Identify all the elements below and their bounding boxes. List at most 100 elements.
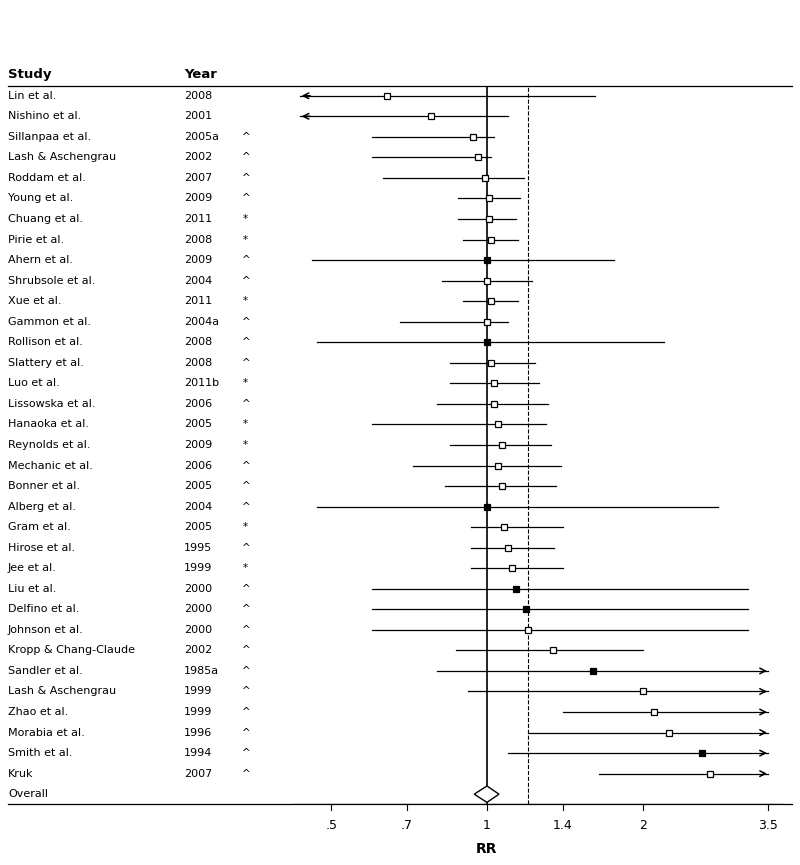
- Text: Kruk: Kruk: [8, 769, 34, 778]
- Text: Alberg et al.: Alberg et al.: [8, 502, 76, 511]
- Text: *: *: [242, 440, 247, 450]
- Text: 2005: 2005: [184, 522, 212, 532]
- Text: *: *: [242, 522, 247, 532]
- Polygon shape: [474, 786, 499, 803]
- Text: ^: ^: [242, 707, 251, 717]
- Text: ^: ^: [242, 152, 251, 163]
- Text: *: *: [242, 420, 247, 429]
- Text: Ahern et al.: Ahern et al.: [8, 255, 73, 265]
- Text: .7: .7: [401, 819, 413, 832]
- Text: Delfino et al.: Delfino et al.: [8, 605, 79, 614]
- Text: 2006: 2006: [184, 399, 212, 409]
- Text: Kropp & Chang-Claude: Kropp & Chang-Claude: [8, 645, 135, 656]
- Text: 2002: 2002: [184, 645, 212, 656]
- Text: 1999: 1999: [184, 687, 212, 696]
- Text: Reynolds et al.: Reynolds et al.: [8, 440, 90, 450]
- Text: ^: ^: [242, 666, 251, 676]
- Text: 2011: 2011: [184, 296, 212, 306]
- Text: ^: ^: [242, 769, 251, 778]
- Text: Smith et al.: Smith et al.: [8, 748, 73, 758]
- Text: 2011b: 2011b: [184, 378, 219, 388]
- Text: Luo et al.: Luo et al.: [8, 378, 60, 388]
- Text: ^: ^: [242, 625, 251, 635]
- Text: Lash & Aschengrau: Lash & Aschengrau: [8, 152, 116, 163]
- Text: ^: ^: [242, 481, 251, 491]
- Text: Nishino et al.: Nishino et al.: [8, 112, 82, 121]
- Text: ^: ^: [242, 337, 251, 347]
- Text: *: *: [242, 378, 247, 388]
- Text: Overall: Overall: [8, 789, 48, 799]
- Text: Mechanic et al.: Mechanic et al.: [8, 460, 93, 471]
- Text: Year: Year: [184, 67, 217, 80]
- Text: ^: ^: [242, 358, 251, 368]
- Text: ^: ^: [242, 687, 251, 696]
- Text: 1994: 1994: [184, 748, 212, 758]
- Text: 1996: 1996: [184, 727, 212, 738]
- Text: 2000: 2000: [184, 584, 212, 593]
- Text: 2000: 2000: [184, 625, 212, 635]
- Text: 1: 1: [483, 819, 491, 832]
- Text: 1.4: 1.4: [553, 819, 573, 832]
- Text: Slattery et al.: Slattery et al.: [8, 358, 84, 368]
- Text: 3.5: 3.5: [758, 819, 778, 832]
- Text: Lash & Aschengrau: Lash & Aschengrau: [8, 687, 116, 696]
- Text: 2008: 2008: [184, 337, 212, 347]
- Text: Lin et al.: Lin et al.: [8, 91, 56, 101]
- Text: Liu et al.: Liu et al.: [8, 584, 56, 593]
- Text: 2009: 2009: [184, 255, 212, 265]
- Text: 2001: 2001: [184, 112, 212, 121]
- Text: 1985a: 1985a: [184, 666, 219, 676]
- Text: Pirie et al.: Pirie et al.: [8, 234, 64, 245]
- Text: ^: ^: [242, 131, 251, 142]
- Text: ^: ^: [242, 276, 251, 285]
- Text: *: *: [242, 296, 247, 306]
- Text: ^: ^: [242, 727, 251, 738]
- Text: Jee et al.: Jee et al.: [8, 563, 57, 573]
- Text: ^: ^: [242, 255, 251, 265]
- Text: 2005: 2005: [184, 420, 212, 429]
- Text: ^: ^: [242, 748, 251, 758]
- Text: 2005: 2005: [184, 481, 212, 491]
- Text: 2006: 2006: [184, 460, 212, 471]
- Text: Bonner et al.: Bonner et al.: [8, 481, 80, 491]
- Text: Hirose et al.: Hirose et al.: [8, 542, 75, 553]
- Text: 2008: 2008: [184, 234, 212, 245]
- Text: *: *: [242, 234, 247, 245]
- Text: 2008: 2008: [184, 91, 212, 101]
- Text: 2007: 2007: [184, 769, 212, 778]
- Text: Gram et al.: Gram et al.: [8, 522, 71, 532]
- Text: Johnson et al.: Johnson et al.: [8, 625, 84, 635]
- Text: Sillanpaa et al.: Sillanpaa et al.: [8, 131, 91, 142]
- Text: 2005a: 2005a: [184, 131, 219, 142]
- Text: 1999: 1999: [184, 707, 212, 717]
- Text: 1999: 1999: [184, 563, 212, 573]
- Text: 2004: 2004: [184, 276, 212, 285]
- Text: .5: .5: [325, 819, 337, 832]
- Text: 2000: 2000: [184, 605, 212, 614]
- Text: Zhao et al.: Zhao et al.: [8, 707, 68, 717]
- Text: 2: 2: [638, 819, 646, 832]
- Text: *: *: [242, 214, 247, 224]
- Text: Morabia et al.: Morabia et al.: [8, 727, 85, 738]
- Text: Study: Study: [8, 67, 51, 80]
- Text: Lissowska et al.: Lissowska et al.: [8, 399, 95, 409]
- Text: ^: ^: [242, 502, 251, 511]
- Text: 2009: 2009: [184, 440, 212, 450]
- Text: Chuang et al.: Chuang et al.: [8, 214, 83, 224]
- Text: ^: ^: [242, 173, 251, 183]
- Text: Sandler et al.: Sandler et al.: [8, 666, 82, 676]
- Text: Shrubsole et al.: Shrubsole et al.: [8, 276, 95, 285]
- Text: ^: ^: [242, 645, 251, 656]
- Text: 2011: 2011: [184, 214, 212, 224]
- Text: Xue et al.: Xue et al.: [8, 296, 62, 306]
- Text: ^: ^: [242, 194, 251, 203]
- Text: ^: ^: [242, 317, 251, 327]
- Text: 2007: 2007: [184, 173, 212, 183]
- Text: 2004a: 2004a: [184, 317, 219, 327]
- Text: ^: ^: [242, 584, 251, 593]
- Text: ^: ^: [242, 542, 251, 553]
- Text: *: *: [242, 563, 247, 573]
- Text: RR: RR: [476, 842, 498, 856]
- Text: 2008: 2008: [184, 358, 212, 368]
- Text: 2004: 2004: [184, 502, 212, 511]
